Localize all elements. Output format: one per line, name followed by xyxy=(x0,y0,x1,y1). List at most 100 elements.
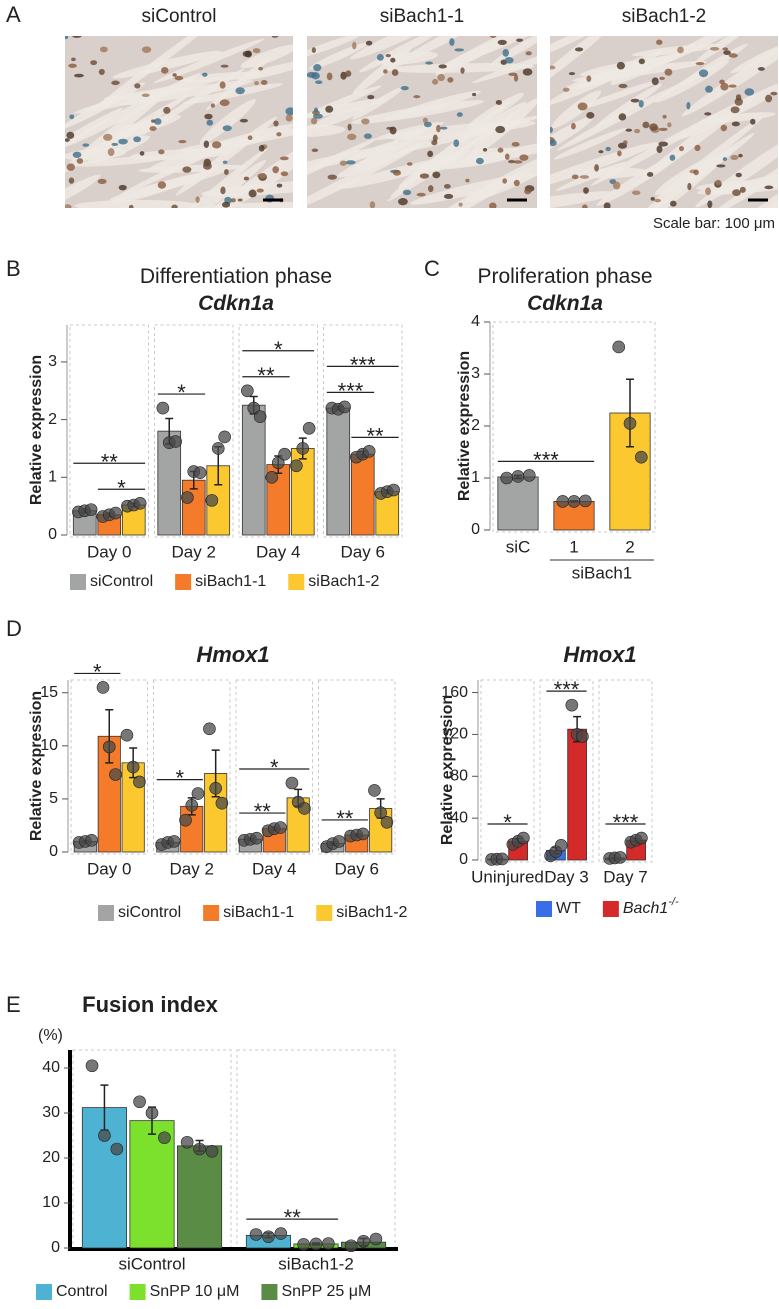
nucleus xyxy=(427,151,433,157)
nucleus xyxy=(133,136,141,142)
nucleus xyxy=(273,120,278,126)
data-point xyxy=(298,1238,310,1250)
legend-swatch xyxy=(536,901,552,917)
y-tick-label: 80 xyxy=(450,767,468,784)
nucleus xyxy=(204,141,209,149)
nucleus xyxy=(142,93,150,97)
legend-text: Control xyxy=(56,1283,108,1300)
y-tick-label: 15 xyxy=(40,684,58,701)
nucleus xyxy=(345,70,351,76)
data-point xyxy=(241,385,253,397)
nucleus xyxy=(679,146,684,151)
significance-label: * xyxy=(503,810,512,835)
nucleus xyxy=(526,51,532,55)
data-point xyxy=(358,1235,370,1247)
nucleus xyxy=(634,129,640,133)
nucleus xyxy=(313,114,323,119)
data-point xyxy=(274,822,286,834)
nucleus xyxy=(504,57,513,64)
nucleus xyxy=(257,188,264,192)
nucleus xyxy=(249,190,257,198)
nucleus xyxy=(222,202,230,208)
legend-label: siBach1-2 xyxy=(308,573,379,590)
y-tick-label: 1 xyxy=(471,469,480,486)
data-point xyxy=(310,1238,322,1250)
data-point xyxy=(127,761,139,773)
nucleus xyxy=(314,108,318,113)
nucleus xyxy=(69,115,74,120)
y-tick-label: 5 xyxy=(49,790,58,807)
data-point xyxy=(206,1145,218,1157)
nucleus xyxy=(476,158,484,165)
nucleus xyxy=(272,35,278,38)
nucleus xyxy=(514,180,520,186)
chart-title: Hmox1 xyxy=(563,642,636,667)
chart-title: Fusion index xyxy=(82,992,218,1017)
nucleus xyxy=(604,202,611,209)
chart-title: Differentiation phase xyxy=(140,265,332,288)
y-tick-label: 0 xyxy=(471,521,480,538)
nucleus xyxy=(328,175,337,180)
panel-label: A xyxy=(6,2,21,27)
nucleus xyxy=(548,66,555,70)
x-tick-label: Day 7 xyxy=(603,867,647,886)
nucleus xyxy=(619,113,627,120)
nucleus xyxy=(659,77,665,80)
nucleus xyxy=(285,107,295,115)
nucleus xyxy=(90,60,97,65)
nucleus xyxy=(340,160,347,165)
y-axis-unit: (%) xyxy=(38,1027,63,1044)
legend-text: SnPP 10 μM xyxy=(150,1283,240,1300)
legend-label: siBach1-2 xyxy=(336,904,407,921)
y-tick-label: 160 xyxy=(441,684,468,701)
nucleus xyxy=(82,143,89,146)
nucleus xyxy=(276,132,281,136)
nucleus xyxy=(367,95,374,99)
data-point xyxy=(134,497,146,509)
x-tick-label: Day 2 xyxy=(172,542,216,561)
data-point xyxy=(170,436,182,448)
data-point xyxy=(103,741,115,753)
nucleus xyxy=(259,145,265,152)
nucleus xyxy=(437,74,445,81)
y-tick-label: 1 xyxy=(48,469,57,486)
nucleus xyxy=(598,150,603,153)
nucleus xyxy=(667,122,671,127)
nucleus xyxy=(572,175,579,180)
scale-bar-label: Scale bar: 100 μm xyxy=(653,215,775,232)
nucleus xyxy=(449,38,454,46)
nucleus xyxy=(315,80,322,84)
legend-superscript: -/- xyxy=(668,896,679,908)
nucleus xyxy=(64,35,69,39)
nucleus xyxy=(617,62,625,70)
nucleus xyxy=(407,162,413,165)
nucleus xyxy=(254,81,259,85)
nucleus xyxy=(220,81,226,88)
nucleus xyxy=(386,54,391,57)
nucleus xyxy=(696,62,705,65)
nucleus xyxy=(639,59,645,65)
nucleus xyxy=(732,189,741,196)
data-point xyxy=(133,776,145,788)
nucleus xyxy=(453,139,459,147)
legend-swatch xyxy=(175,574,191,590)
nucleus xyxy=(465,179,469,183)
data-point xyxy=(298,802,310,814)
nucleus xyxy=(502,178,507,184)
nucleus xyxy=(140,151,145,156)
data-point xyxy=(194,467,206,479)
nucleus xyxy=(677,47,684,54)
legend-swatch xyxy=(261,1284,277,1300)
nucleus xyxy=(77,158,84,164)
nucleus xyxy=(108,148,115,156)
nucleus xyxy=(549,140,557,147)
data-point xyxy=(194,1143,206,1155)
y-tick-label: 0 xyxy=(48,526,57,543)
data-point xyxy=(624,417,636,429)
data-point xyxy=(158,1132,170,1144)
nucleus xyxy=(731,106,740,113)
nucleus xyxy=(223,125,232,131)
x-tick-label: Day 3 xyxy=(544,867,588,886)
significance-label: *** xyxy=(338,378,364,403)
data-point xyxy=(251,832,263,844)
